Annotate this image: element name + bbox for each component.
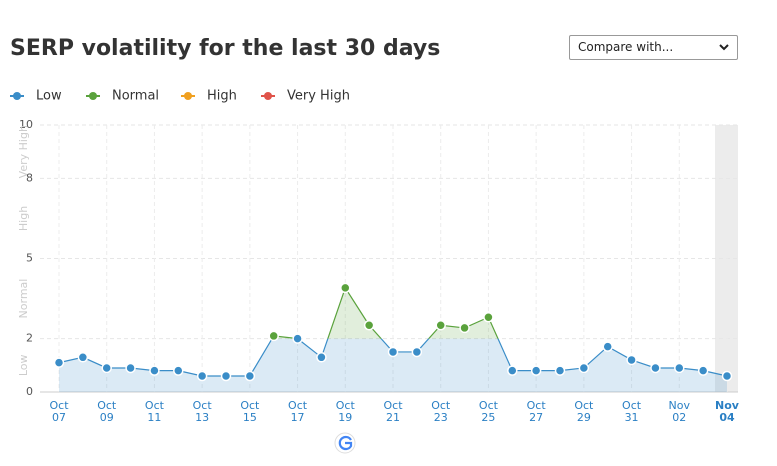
point — [173, 365, 184, 376]
point — [292, 333, 303, 344]
point — [483, 311, 494, 323]
point — [387, 346, 399, 358]
chevron — [719, 44, 729, 51]
band-label: Normal — [17, 279, 30, 319]
band-label: Low — [17, 354, 30, 376]
legend-item: Normal — [86, 89, 159, 104]
x-tick-label: Oct 13 — [192, 399, 212, 424]
band-label: High — [17, 206, 30, 231]
point — [77, 352, 89, 363]
legend-dot — [13, 92, 21, 100]
point — [554, 365, 566, 376]
point — [363, 320, 375, 331]
y-tick-label: 10 — [19, 118, 33, 131]
point — [697, 365, 709, 376]
x-tick-label: Nov 02 — [668, 399, 691, 424]
y-tick-label: 0 — [26, 385, 33, 398]
point — [721, 370, 733, 382]
point — [220, 370, 232, 382]
x-tick-label: Oct 29 — [574, 399, 594, 424]
band-label: Very High — [17, 125, 30, 178]
point — [459, 322, 470, 334]
chart-title: SERP volatility for the last 30 days — [10, 36, 440, 61]
point — [674, 362, 685, 374]
legend-label: High — [207, 89, 237, 104]
y-tick-label: 8 — [26, 171, 33, 184]
point — [411, 346, 423, 358]
x-tick-label: Oct 21 — [383, 399, 403, 424]
google-icon — [334, 432, 356, 454]
x-tick-label: Oct 15 — [240, 399, 260, 424]
point — [507, 365, 518, 376]
x-tick-label: Nov 04 — [715, 399, 739, 424]
x-tick-label: Oct 07 — [49, 399, 69, 424]
point — [316, 352, 327, 363]
point — [125, 362, 136, 374]
legend-item: Very High — [261, 89, 350, 104]
legend-dot — [264, 92, 272, 100]
point — [244, 370, 256, 382]
legend-item: High — [181, 89, 237, 104]
dropdown-label: Compare with... — [578, 40, 674, 54]
legend-dot — [184, 92, 192, 100]
point — [578, 362, 590, 374]
legend-dot — [89, 92, 97, 100]
point — [530, 365, 542, 376]
point — [149, 365, 160, 376]
point — [340, 282, 351, 294]
x-tick-label: Oct 09 — [97, 399, 117, 424]
y-tick-label: 2 — [26, 332, 33, 345]
point — [650, 362, 661, 374]
point — [53, 357, 65, 368]
legend-label: Very High — [287, 89, 350, 104]
y-tick-label: 5 — [26, 252, 33, 265]
point — [626, 354, 637, 366]
point — [196, 370, 208, 382]
point — [602, 341, 613, 352]
legend-label: Normal — [112, 89, 159, 104]
x-tick-label: Oct 31 — [622, 399, 642, 424]
x-tick-label: Oct 23 — [431, 399, 451, 424]
compare-dropdown[interactable]: Compare with... — [569, 35, 738, 60]
x-tick-label: Oct 25 — [478, 399, 498, 424]
legend-label: Low — [36, 89, 62, 104]
x-tick-label: Oct 11 — [144, 399, 164, 424]
point — [268, 330, 279, 342]
x-tick-label: Oct 17 — [288, 399, 308, 424]
x-tick-label: Oct 27 — [526, 399, 546, 424]
point — [101, 362, 112, 374]
legend-item: Low — [10, 89, 62, 104]
x-tick-label: Oct 19 — [335, 399, 355, 424]
point — [435, 320, 446, 331]
